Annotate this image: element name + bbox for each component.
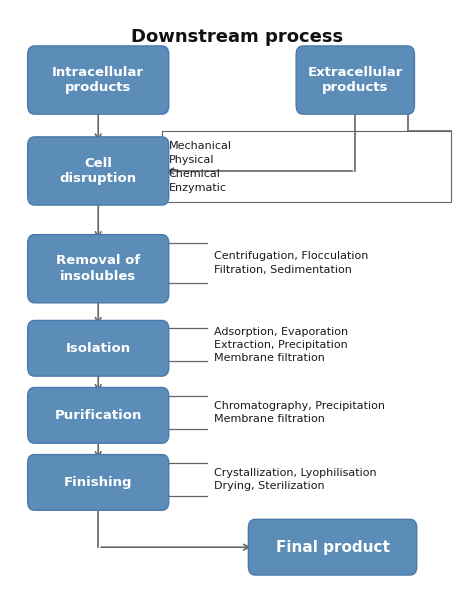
Text: Crystallization, Lyophilisation
Drying, Sterilization: Crystallization, Lyophilisation Drying, … [214,468,377,491]
Text: Adsorption, Evaporation
Extraction, Precipitation
Membrane filtration: Adsorption, Evaporation Extraction, Prec… [214,327,348,363]
FancyBboxPatch shape [296,46,414,114]
Text: Cell
disruption: Cell disruption [60,157,137,185]
Text: Finishing: Finishing [64,476,132,489]
Text: Downstream process: Downstream process [131,28,343,46]
Text: Mechanical
Physical
Chemical
Enzymatic: Mechanical Physical Chemical Enzymatic [169,141,232,193]
Text: Purification: Purification [55,409,142,422]
Text: Extracellular
products: Extracellular products [308,66,403,94]
FancyBboxPatch shape [27,455,169,510]
FancyBboxPatch shape [27,234,169,303]
Text: Final product: Final product [275,540,390,555]
FancyBboxPatch shape [27,137,169,205]
FancyBboxPatch shape [27,320,169,376]
Text: Removal of
insolubles: Removal of insolubles [56,255,140,283]
Text: Intracellular
products: Intracellular products [52,66,144,94]
Text: Chromatography, Precipitation
Membrane filtration: Chromatography, Precipitation Membrane f… [214,401,385,424]
FancyBboxPatch shape [248,519,417,575]
FancyBboxPatch shape [27,46,169,114]
Text: Isolation: Isolation [66,342,131,355]
Text: Centrifugation, Flocculation
Filtration, Sedimentation: Centrifugation, Flocculation Filtration,… [214,252,369,275]
FancyBboxPatch shape [27,388,169,443]
